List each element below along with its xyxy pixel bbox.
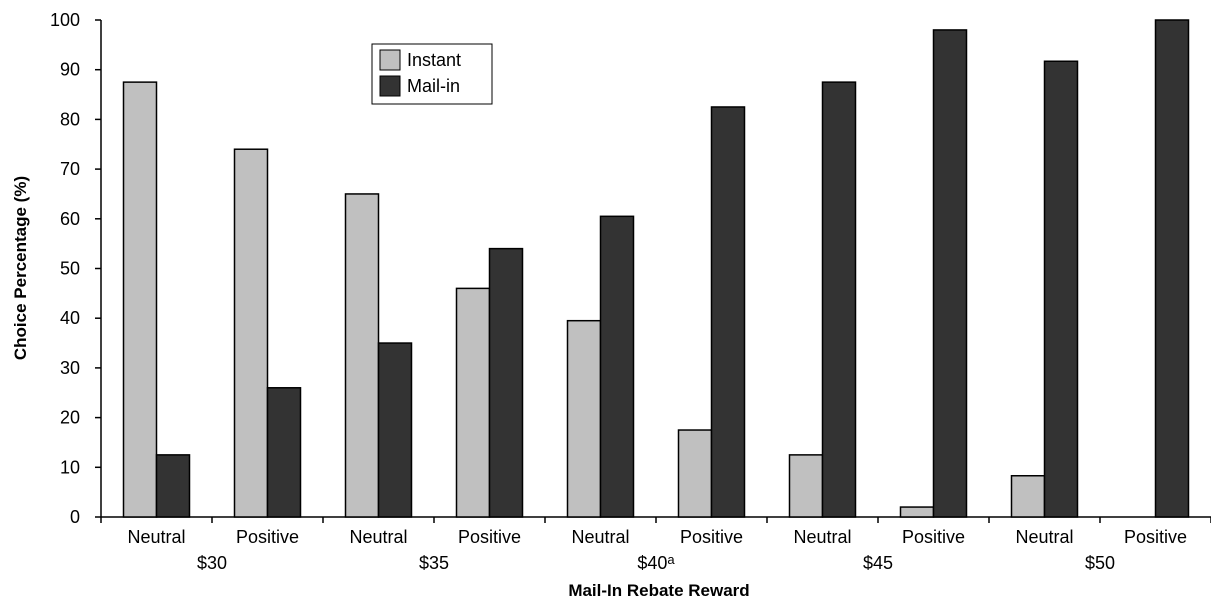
y-tick-label: 80 (60, 109, 80, 129)
x-category-label: Neutral (127, 527, 185, 547)
y-tick-label: 60 (60, 209, 80, 229)
y-tick-label: 20 (60, 408, 80, 428)
x-category-label: Neutral (571, 527, 629, 547)
x-group-label: $35 (419, 553, 449, 573)
bar-instant (566, 319, 602, 518)
x-group-label: $50 (1085, 553, 1115, 573)
bar-instant (455, 287, 491, 518)
x-group-label-text: $50 (1085, 553, 1115, 573)
x-group-label-superscript: a (667, 552, 675, 567)
legend: Instant Mail-in (371, 43, 493, 105)
plot-area: 0 10 20 30 40 50 60 70 80 90 100 Neutral Positive Neu… (50, 10, 1211, 573)
x-category-label: Positive (458, 527, 521, 547)
bar-mail-in (1154, 19, 1190, 518)
bar-instant (677, 429, 713, 518)
bar-instant (899, 506, 935, 518)
y-tick-label: 10 (60, 457, 80, 477)
y-tick-label: 50 (60, 259, 80, 279)
bar-mail-in (155, 454, 191, 518)
legend-swatch (379, 49, 401, 71)
x-category-label: Positive (236, 527, 299, 547)
x-group-label: $45 (863, 553, 893, 573)
x-group-label: $30 (197, 553, 227, 573)
bar-mail-in (1043, 60, 1079, 518)
bar-instant (122, 81, 158, 518)
bar-mail-in (932, 29, 968, 518)
x-category-label: Neutral (1015, 527, 1073, 547)
x-category-label: Neutral (793, 527, 851, 547)
legend-label: Instant (407, 50, 461, 70)
x-group-label-text: $40 (637, 553, 667, 573)
bar-mail-in (710, 106, 746, 518)
x-group-label-text: $45 (863, 553, 893, 573)
legend-label: Mail-in (407, 76, 460, 96)
y-tick-label: 100 (50, 10, 80, 30)
legend-swatch (379, 75, 401, 97)
x-category-label: Neutral (349, 527, 407, 547)
bar-instant (788, 454, 824, 518)
y-tick-label: 70 (60, 159, 80, 179)
x-category-label: Positive (1124, 527, 1187, 547)
y-axis-title: Choice Percentage (%) (11, 176, 30, 360)
x-group-label-text: $30 (197, 553, 227, 573)
bar-mail-in (266, 387, 302, 518)
bar-instant (233, 148, 269, 518)
x-group-label: $40a (637, 552, 675, 573)
bar-mail-in (821, 81, 857, 518)
x-category-label: Positive (902, 527, 965, 547)
y-tick-label: 90 (60, 60, 80, 80)
bar-instant (344, 193, 380, 518)
x-category-label: Positive (680, 527, 743, 547)
bar-mail-in (599, 215, 635, 518)
y-tick-label: 40 (60, 308, 80, 328)
bar-mail-in (377, 342, 413, 518)
y-tick-label: 30 (60, 358, 80, 378)
bar-mail-in (488, 247, 524, 518)
bar-instant (1010, 474, 1046, 518)
y-tick-label: 0 (70, 507, 80, 527)
x-axis-title: Mail-In Rebate Reward (568, 581, 749, 600)
x-group-label-text: $35 (419, 553, 449, 573)
